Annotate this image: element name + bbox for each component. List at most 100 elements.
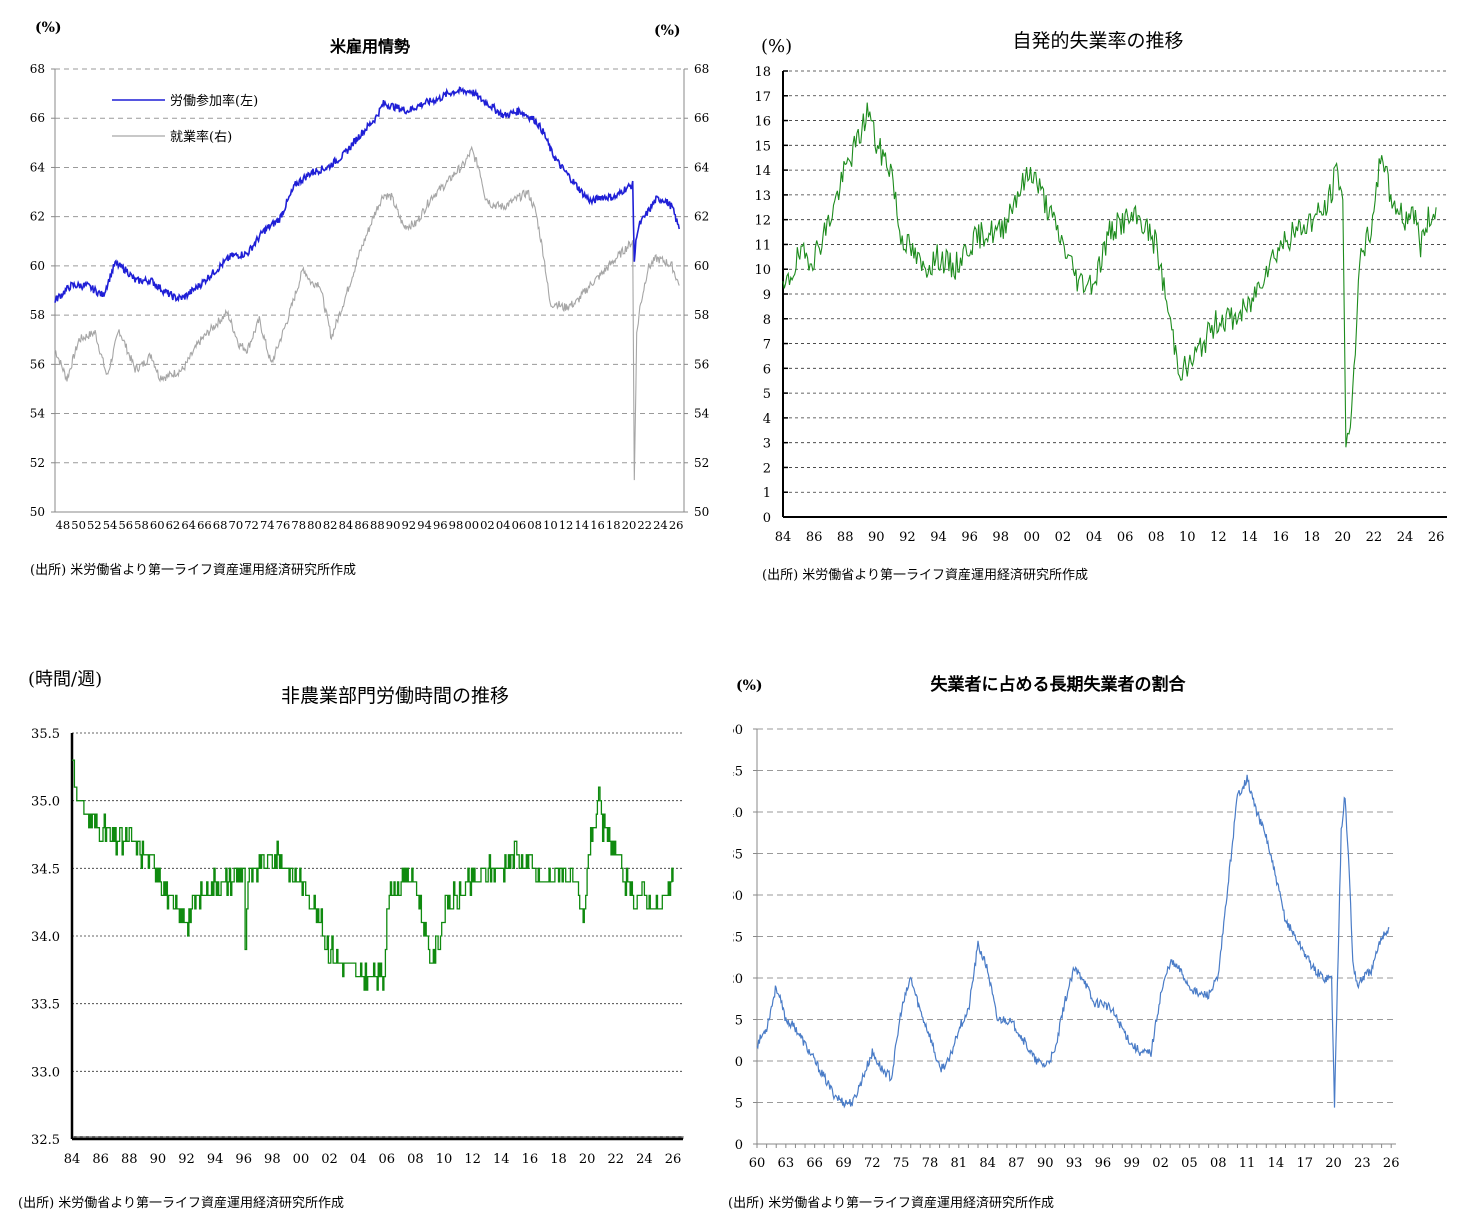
- y-tick-label-left: 52: [30, 456, 45, 470]
- y-tick-label: 15: [733, 1014, 743, 1029]
- y-tick-label: 33.0: [31, 1065, 60, 1080]
- x-tick-label: 98: [264, 1152, 281, 1167]
- source-note: (出所) 米労働省より第一ライフ資産運用経済研究所作成: [728, 1196, 1055, 1211]
- y-tick-label-right: 60: [694, 259, 709, 273]
- x-tick-label: 26: [669, 518, 684, 530]
- series-long-term-share: [756, 774, 1390, 1109]
- x-tick-label: 88: [121, 1152, 138, 1167]
- x-tick-label: 60: [749, 1156, 766, 1171]
- y-tick-label: 12: [754, 214, 771, 229]
- x-tick-label: 02: [480, 518, 495, 530]
- x-tick-label: 86: [92, 1152, 109, 1167]
- x-tick-label: 14: [1268, 1156, 1285, 1171]
- y-tick-label: 30: [733, 889, 743, 904]
- x-tick-label: 06: [512, 518, 527, 530]
- x-tick-label: 84: [775, 530, 792, 545]
- y-tick-label: 3: [763, 437, 771, 452]
- chart-employment-situation: 5052545658606264666850525456586062646668…: [30, 20, 710, 530]
- chart-title: 自発的失業率の推移: [1012, 30, 1183, 52]
- y-tick-label: 0: [763, 511, 771, 526]
- x-tick-label: 22: [1366, 530, 1383, 545]
- x-tick-label: 12: [559, 518, 574, 530]
- legend-label-employment: 就業率(右): [170, 129, 232, 145]
- x-tick-label: 17: [1296, 1156, 1313, 1171]
- x-tick-label: 75: [893, 1156, 910, 1171]
- x-tick-label: 18: [606, 518, 621, 530]
- x-tick-label: 74: [260, 518, 275, 530]
- x-tick-label: 54: [103, 518, 118, 530]
- x-tick-label: 90: [868, 530, 885, 545]
- x-tick-label: 84: [64, 1152, 81, 1167]
- x-tick-label: 20: [579, 1152, 596, 1167]
- y-tick-label: 40: [733, 806, 743, 821]
- x-tick-label: 24: [1397, 530, 1414, 545]
- y-tick-label: 20: [733, 972, 743, 987]
- x-tick-label: 10: [436, 1152, 453, 1167]
- x-tick-label: 10: [1179, 530, 1196, 545]
- x-tick-label: 90: [150, 1152, 167, 1167]
- x-tick-label: 92: [178, 1152, 195, 1167]
- x-tick-label: 60: [150, 518, 165, 530]
- y-tick-label: 5: [735, 1097, 743, 1112]
- x-tick-label: 00: [464, 518, 479, 530]
- x-tick-label: 78: [291, 518, 306, 530]
- x-tick-label: 96: [1095, 1156, 1112, 1171]
- x-tick-label: 24: [636, 1152, 653, 1167]
- x-tick-label: 92: [899, 530, 916, 545]
- x-tick-label: 08: [1210, 1156, 1227, 1171]
- x-tick-label: 92: [401, 518, 416, 530]
- x-tick-label: 14: [1241, 530, 1258, 545]
- y-tick-label-left: 50: [30, 505, 45, 519]
- y-tick-label-left: 58: [30, 308, 45, 322]
- x-tick-label: 20: [622, 518, 637, 530]
- y-tick-label: 35: [733, 848, 743, 863]
- y-tick-label: 32.5: [31, 1133, 60, 1148]
- x-tick-label: 94: [930, 530, 947, 545]
- x-tick-label: 52: [87, 518, 102, 530]
- y-tick-label-right: 64: [694, 160, 710, 174]
- y-tick-label: 33.5: [31, 998, 60, 1013]
- x-tick-label: 50: [71, 518, 86, 530]
- y-tick-label: 35.5: [31, 727, 60, 742]
- source-note: (出所) 米労働省より第一ライフ資産運用経済研究所作成: [30, 563, 357, 578]
- legend-label-participation: 労働参加率(左): [170, 93, 258, 109]
- y-tick-label: 0: [735, 1138, 743, 1153]
- y-tick-label: 10: [754, 263, 771, 278]
- x-tick-label: 22: [637, 518, 652, 530]
- x-tick-label: 72: [244, 518, 259, 530]
- x-tick-label: 80: [307, 518, 322, 530]
- y-tick-label-right: 62: [694, 210, 709, 224]
- y-tick-label: 35.0: [31, 795, 60, 810]
- x-tick-label: 76: [276, 518, 291, 530]
- x-tick-label: 16: [522, 1152, 539, 1167]
- y-tick-label: 13: [754, 189, 771, 204]
- x-tick-label: 24: [653, 518, 668, 530]
- x-tick-label: 22: [607, 1152, 624, 1167]
- x-tick-label: 56: [118, 518, 133, 530]
- y-tick-label-left: 66: [30, 111, 45, 125]
- x-tick-label: 88: [837, 530, 854, 545]
- x-tick-label: 23: [1354, 1156, 1371, 1171]
- y-tick-label: 10: [733, 1055, 743, 1070]
- y-tick-label: 34.5: [31, 862, 60, 877]
- chart-long-term-unemployed-share: 0510152025303540455060636669727578818487…: [733, 674, 1400, 1171]
- x-tick-label: 18: [550, 1152, 567, 1167]
- x-tick-label: 98: [449, 518, 464, 530]
- y-tick-label-left: 56: [30, 357, 45, 371]
- x-tick-label: 11: [1239, 1156, 1256, 1171]
- x-tick-label: 02: [1055, 530, 1072, 545]
- y-tick-label: 4: [763, 412, 771, 427]
- x-tick-label: 16: [590, 518, 605, 530]
- unit-right: (%): [654, 23, 681, 39]
- x-tick-label: 20: [1335, 530, 1352, 545]
- y-tick-label-right: 56: [694, 357, 709, 371]
- x-tick-label: 63: [778, 1156, 795, 1171]
- x-tick-label: 04: [350, 1152, 367, 1167]
- x-tick-label: 84: [339, 518, 354, 530]
- x-tick-label: 14: [574, 518, 589, 530]
- x-tick-label: 66: [197, 518, 212, 530]
- x-tick-label: 20: [1325, 1156, 1342, 1171]
- x-tick-label: 81: [951, 1156, 968, 1171]
- x-tick-label: 26: [1383, 1156, 1400, 1171]
- series-voluntary-unemployment: [782, 102, 1437, 448]
